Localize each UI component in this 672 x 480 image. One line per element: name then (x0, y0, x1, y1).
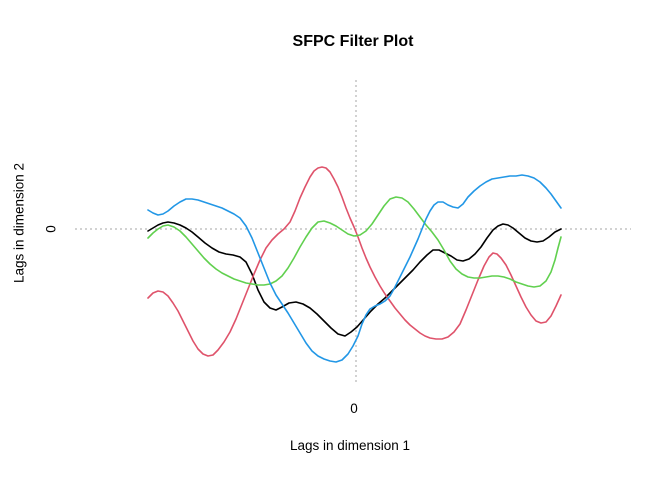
page-title: SFPC Filter Plot (292, 33, 414, 50)
filter-curve-4 (147, 174, 562, 363)
filter-curve-3 (147, 196, 562, 288)
y-axis-label: Lags in dimension 2 (11, 162, 27, 284)
y-axis-tick-label: 0 (43, 225, 59, 233)
filter-curve-1 (147, 221, 562, 337)
x-axis-tick-label: 0 (350, 401, 358, 416)
filter-curve-2 (147, 166, 562, 357)
x-axis-label: Lags in dimension 1 (289, 438, 411, 453)
